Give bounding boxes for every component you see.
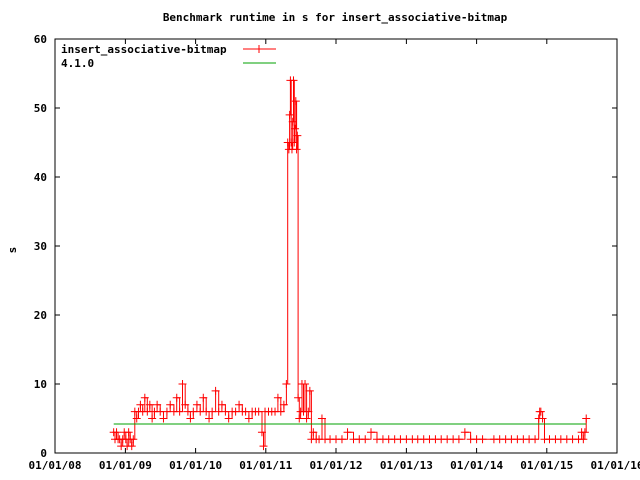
- data-point: [478, 435, 487, 444]
- data-point: [186, 414, 195, 423]
- data-point: [337, 435, 346, 444]
- data-point: [214, 407, 223, 416]
- x-tick-label: 01/01/15: [520, 459, 573, 472]
- data-point: [367, 428, 376, 437]
- y-tick-label: 0: [40, 447, 47, 460]
- data-point: [175, 407, 184, 416]
- data-point: [294, 393, 303, 402]
- x-tick-label: 01/01/16: [591, 459, 640, 472]
- data-point: [361, 435, 370, 444]
- data-point: [235, 400, 244, 409]
- data-point: [166, 400, 175, 409]
- x-tick-label: 01/01/14: [450, 459, 503, 472]
- series-layer: [109, 76, 591, 451]
- data-point: [199, 393, 208, 402]
- data-point: [582, 414, 591, 423]
- data-point: [172, 393, 181, 402]
- data-point: [140, 393, 149, 402]
- data-point: [221, 407, 230, 416]
- data-point: [153, 400, 162, 409]
- data-point: [301, 380, 310, 388]
- data-point: [304, 407, 313, 416]
- data-point: [454, 435, 463, 444]
- data-point: [279, 400, 288, 409]
- data-point: [181, 400, 190, 409]
- data-point: [302, 414, 311, 423]
- data-point: [136, 400, 145, 409]
- data-point: [224, 414, 233, 423]
- y-tick-label: 10: [34, 378, 47, 391]
- data-point: [205, 414, 214, 423]
- y-axis-label: s: [6, 247, 19, 254]
- data-point: [289, 76, 298, 85]
- x-tick-label: 01/01/09: [99, 459, 152, 472]
- data-point: [343, 428, 352, 437]
- x-tick-label: 01/01/12: [310, 459, 363, 472]
- data-point: [536, 407, 545, 416]
- data-point: [295, 414, 304, 423]
- data-point: [285, 110, 294, 119]
- data-point: [211, 386, 220, 395]
- data-point: [189, 407, 198, 416]
- data-point: [259, 442, 268, 451]
- y-tick-label: 40: [34, 171, 47, 184]
- data-point: [148, 414, 157, 423]
- y-tick-label: 50: [34, 102, 47, 115]
- data-point: [178, 380, 187, 388]
- data-point: [132, 414, 141, 423]
- series-line: [113, 79, 587, 447]
- series-0: [109, 76, 591, 451]
- plot-frame: [54, 38, 618, 454]
- data-point: [538, 414, 547, 423]
- data-point: [231, 407, 240, 416]
- data-point: [579, 435, 588, 444]
- data-point: [309, 428, 318, 437]
- data-point: [145, 400, 154, 409]
- data-point: [317, 414, 326, 423]
- data-point: [292, 145, 301, 154]
- data-point: [282, 380, 291, 388]
- data-point: [217, 400, 226, 409]
- data-point: [305, 386, 314, 395]
- legend-label: insert_associative-bitmap: [61, 43, 227, 56]
- y-tick-label: 20: [34, 309, 47, 322]
- data-point: [288, 117, 297, 126]
- data-point: [531, 435, 540, 444]
- data-point: [162, 407, 171, 416]
- x-tick-label: 01/01/11: [239, 459, 292, 472]
- legend-label: 4.1.0: [61, 57, 94, 70]
- data-point: [244, 414, 253, 423]
- y-axis: 0 10 20 30 40 50 60: [34, 33, 617, 460]
- data-point: [257, 428, 266, 437]
- data-point: [124, 428, 133, 437]
- data-point: [460, 428, 469, 437]
- data-point: [291, 97, 300, 106]
- data-point: [156, 407, 165, 416]
- x-axis: 01/01/08 01/01/09 01/01/10 01/01/11 01/01/12…: [29, 39, 640, 472]
- data-point: [273, 393, 282, 402]
- y-tick-label: 30: [34, 240, 47, 253]
- x-tick-label: 01/01/10: [169, 459, 222, 472]
- x-tick-label: 01/01/08: [29, 459, 82, 472]
- data-point: [276, 407, 285, 416]
- data-point: [192, 400, 201, 409]
- data-point: [127, 442, 136, 451]
- data-point: [143, 407, 152, 416]
- x-tick-label: 01/01/13: [380, 459, 433, 472]
- chart-title: Benchmark runtime in s for insert_associ…: [163, 11, 508, 24]
- y-tick-label: 60: [34, 33, 47, 46]
- data-point: [112, 428, 121, 437]
- data-point: [129, 435, 138, 444]
- data-point: [580, 428, 589, 437]
- data-point: [293, 131, 302, 140]
- data-point: [291, 124, 300, 133]
- legend-marker: [255, 45, 263, 53]
- data-point: [159, 414, 168, 423]
- data-point: [290, 138, 299, 147]
